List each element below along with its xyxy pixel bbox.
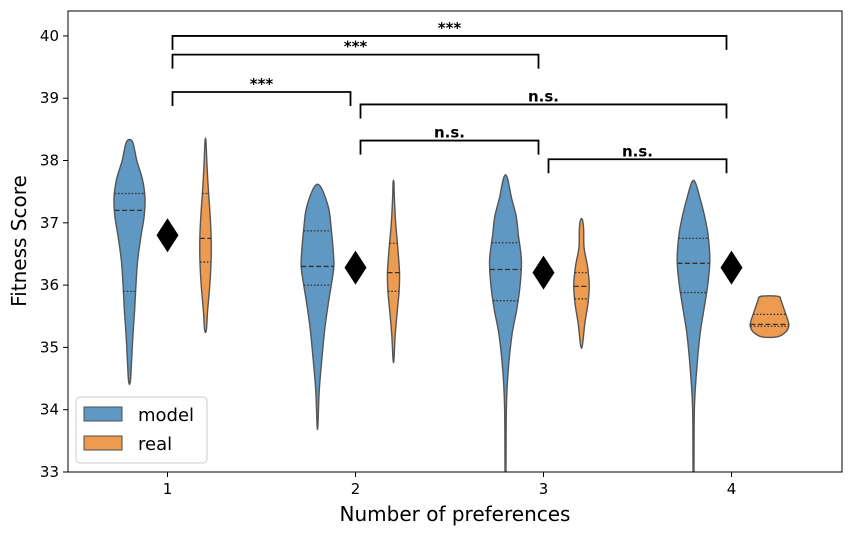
violin-model-4 [676,179,711,472]
y-tick-label-39: 39 [40,89,59,107]
y-tick-label-33: 33 [40,463,59,481]
x-tick-label-4: 4 [727,480,737,498]
mean-marker-4 [720,250,743,285]
x-axis: 1 2 3 4 [163,472,737,498]
legend-swatch-real [83,435,123,451]
sig-label-1-4: *** [438,19,462,37]
sig-label-2-4: n.s. [528,87,559,105]
sig-bracket-1-4 [171,35,728,50]
y-axis: 33 34 35 36 37 38 39 40 [40,27,68,481]
legend-swatch-model [83,406,123,422]
sig-bracket-1-3 [171,53,540,69]
sig-label-3-4: n.s. [622,142,653,160]
sig-bracket-3-4 [547,158,728,174]
violin-real-1 [199,137,212,334]
mean-marker-2 [344,250,367,285]
legend-label-model: model [138,405,194,426]
x-tick-label-3: 3 [539,480,549,498]
sig-label-1-3: *** [344,38,368,56]
plot-area [68,11,842,472]
y-tick-label-37: 37 [40,214,59,232]
y-tick-label-34: 34 [40,401,59,419]
sig-bracket-1-2 [171,91,352,106]
y-tick-label-36: 36 [40,276,59,294]
y-tick-label-38: 38 [40,152,59,170]
sig-label-2-3: n.s. [434,124,465,142]
violin-model-3 [488,174,523,472]
violin-model-2 [300,183,335,431]
y-axis-label: Fitness Score [7,175,31,307]
sig-bracket-2-4 [359,103,728,119]
sig-bracket-2-3 [359,139,540,155]
violins-layer [113,137,790,472]
x-tick-label-1: 1 [163,480,173,498]
legend-label-real: real [138,434,172,455]
x-tick-label-2: 2 [351,480,361,498]
violin-real-3 [573,217,590,350]
mean-markers-layer [156,218,743,290]
mean-marker-3 [532,255,555,290]
y-tick-label-35: 35 [40,338,59,356]
sig-label-1-2: *** [250,75,274,93]
legend: model real [75,396,208,464]
plot-frame [67,10,843,473]
x-axis-label: Number of preferences [340,502,571,526]
y-tick-label-40: 40 [40,27,59,45]
violin-real-4 [749,295,790,339]
significance-layer: *** *** *** n.s. n.s. n.s. [171,19,728,174]
mean-marker-1 [156,218,179,253]
violin-model-1 [113,138,146,386]
